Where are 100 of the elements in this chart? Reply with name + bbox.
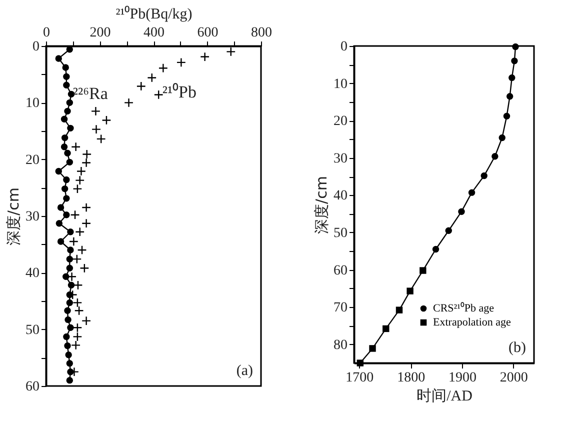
point [158,63,168,73]
point [102,115,112,126]
point [90,106,100,116]
point [480,172,488,180]
point [63,195,70,202]
y-axis-title: 深度/cm [4,188,22,246]
point [57,204,64,211]
point [124,98,134,108]
point [154,90,164,100]
y-tick-label: 50 [26,322,40,338]
y-tick-label: 30 [334,151,348,166]
point [72,322,82,332]
point [75,227,85,237]
point [75,176,85,186]
annotation: ²²⁶Ra [72,84,108,104]
point [511,58,518,64]
point [356,360,364,366]
y-tick-label: 60 [26,380,40,394]
x-tick-label: 0 [43,26,50,40]
point [406,288,414,294]
y-tick-label: 40 [334,188,348,204]
x-tick-label: 1900 [448,370,476,386]
y-tick-label: 0 [32,40,40,54]
y-tick-label: 80 [334,338,348,353]
point [64,342,71,350]
point [80,263,90,273]
y-axis-title: 深度/cm [312,176,330,234]
point [55,168,62,175]
point [147,72,157,83]
point [63,73,70,80]
point [62,64,69,71]
point [63,212,70,218]
point [71,340,81,350]
point [66,256,74,262]
point [67,324,74,331]
annotation: ²¹⁰Pb [162,82,197,102]
point [96,134,106,144]
point [512,43,519,50]
point [72,332,82,342]
y-tick-label: 30 [26,210,40,224]
point [226,46,236,56]
point [66,264,74,272]
point [60,116,68,122]
point [66,299,74,306]
x-tick-label: 400 [144,26,164,40]
point [61,185,68,192]
point [445,227,452,234]
point [176,58,186,68]
x-axis-title: 时间/AD [416,388,473,404]
point [82,202,92,212]
point [68,236,78,246]
point [508,74,516,82]
point [492,153,498,160]
point [200,52,210,62]
point [66,99,74,106]
annotation: (a) [236,363,253,379]
point [432,246,440,253]
point [55,55,62,62]
x-tick-label: 800 [251,26,272,40]
point [72,254,82,264]
point [82,316,92,326]
legend-label: Extrapolation age [433,316,512,328]
point [506,93,514,100]
y-tick-label: 50 [334,226,348,241]
point [420,267,426,274]
point [67,228,74,236]
point [73,280,83,290]
point [82,149,92,160]
point [67,246,74,254]
point [382,325,390,332]
y-tick-label: 10 [334,76,348,92]
point [66,360,74,367]
point [57,238,64,245]
point [63,82,70,88]
point [82,218,92,228]
point [64,150,71,156]
point [74,306,84,316]
point [64,307,71,314]
point [64,108,71,115]
annotation: (b) [508,340,526,356]
point [65,351,72,358]
point [396,306,403,314]
point [63,333,70,340]
point [76,166,86,176]
point [70,210,80,220]
y-tick-label: 20 [334,114,348,130]
point [68,282,75,288]
point [91,124,102,134]
y-tick-label: 60 [334,263,348,278]
point [63,176,70,184]
x-tick-label: 200 [90,26,111,40]
point [67,124,74,132]
x-tick-label: 1800 [397,370,426,386]
point [82,158,92,168]
point [60,144,68,150]
point [468,189,476,196]
point [72,298,82,308]
point [62,273,70,280]
point [64,316,72,324]
point [503,112,510,120]
